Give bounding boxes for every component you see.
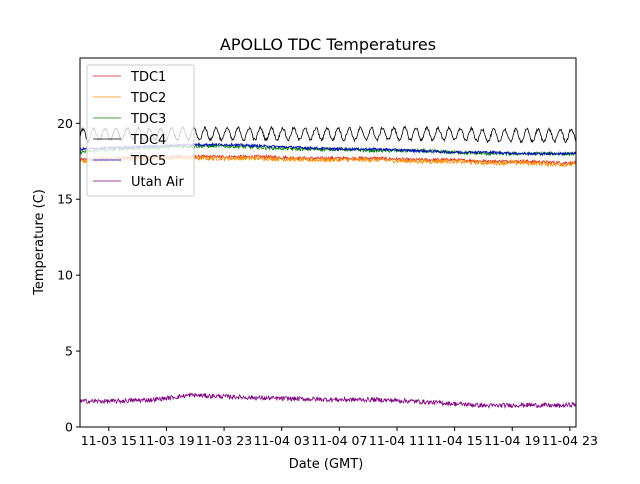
y-tick-label: 5 bbox=[65, 344, 73, 359]
y-tick-label: 10 bbox=[57, 268, 73, 283]
series-line-utah-air bbox=[80, 392, 576, 409]
x-tick-label: 11-04 15 bbox=[427, 433, 483, 448]
legend-label: TDC4 bbox=[130, 133, 166, 148]
axes: 0 5 10 15 20 11-03 15 11-03 19 11-03 23 11-04 03… bbox=[57, 57, 598, 448]
x-tick-label: 11-03 23 bbox=[196, 433, 252, 448]
y-tick-label: 15 bbox=[57, 192, 73, 207]
y-tick-label: 0 bbox=[65, 420, 73, 435]
x-tick-label: 11-04 23 bbox=[542, 433, 598, 448]
legend-box bbox=[86, 64, 195, 197]
legend-label: TDC1 bbox=[130, 70, 166, 85]
x-axis-label: Date (GMT) bbox=[289, 457, 364, 472]
x-tick-label: 11-04 19 bbox=[484, 433, 540, 448]
axes-frame bbox=[79, 57, 577, 428]
y-tick-label: 20 bbox=[57, 116, 73, 131]
x-tick-label: 11-04 11 bbox=[369, 433, 425, 448]
x-tick-label: 11-04 07 bbox=[311, 433, 367, 448]
legend-label: TDC2 bbox=[130, 91, 166, 106]
y-axis-label: Temperature (C) bbox=[32, 189, 47, 296]
chart-title: APOLLO TDC Temperatures bbox=[220, 35, 436, 54]
legend-label: TDC5 bbox=[130, 154, 166, 169]
legend-label: Utah Air bbox=[131, 175, 184, 190]
legend-label: TDC3 bbox=[130, 112, 166, 127]
x-tick-label: 11-03 19 bbox=[138, 433, 194, 448]
x-tick-label: 11-04 03 bbox=[254, 433, 310, 448]
legend: TDC1 TDC2 TDC3 TDC4 TDC5 Utah Air bbox=[86, 64, 195, 197]
x-tick-label: 11-03 15 bbox=[81, 433, 137, 448]
